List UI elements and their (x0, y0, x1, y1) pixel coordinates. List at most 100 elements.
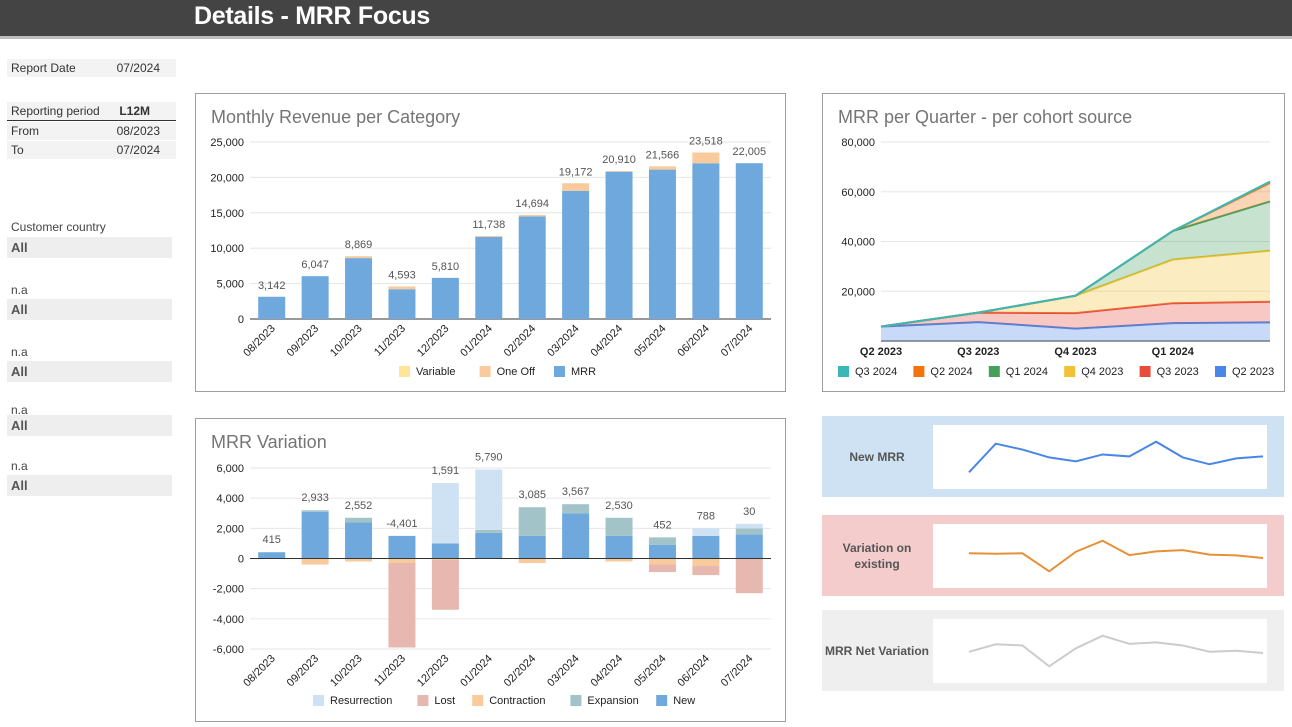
revenue-legend-swatch-variable (399, 366, 410, 377)
cohort-legend-label-q1-2024: Q1 2024 (1006, 366, 1048, 378)
y-tick-label: -4,000 (213, 614, 244, 626)
bar-new (431, 543, 459, 559)
variation-existing-label: Variation on existing (842, 540, 912, 571)
bar-total-label: 21,566 (646, 149, 680, 161)
bar-mrr (692, 163, 720, 319)
variation-legend-swatch-expansion (570, 695, 582, 706)
bar-contraction (605, 558, 633, 562)
bar-mrr (258, 296, 286, 319)
filter-label-1: n.a (11, 283, 28, 297)
bar-net-label: 2,530 (605, 500, 633, 512)
bar-expansion (301, 510, 329, 512)
bar-total-label: 19,172 (559, 166, 593, 178)
x-tick-label: 07/2024 (719, 323, 756, 360)
to-value: 07/2024 (116, 143, 160, 157)
bar-resurrection (692, 528, 720, 536)
bar-lost (692, 566, 720, 576)
bar-resurrection (431, 483, 459, 544)
bar-net-label: -4,401 (386, 518, 417, 530)
y-tick-label: -2,000 (213, 584, 244, 596)
new-mrr-sparkline (968, 440, 1264, 473)
bar-one-off (562, 183, 590, 191)
x-tick-label: 09/2023 (285, 323, 322, 360)
y-tick-label: 25,000 (210, 137, 244, 149)
x-tick-label: 04/2024 (589, 323, 626, 360)
cohort-legend-swatch-q4-2023 (1064, 366, 1076, 377)
filter-select-1[interactable]: All (7, 299, 172, 320)
revenue-legend-swatch-one-off (479, 366, 491, 377)
bar-new (605, 535, 633, 559)
bar-contraction (431, 558, 459, 561)
filter-select-3[interactable]: All (7, 415, 172, 436)
x-tick-label: Q3 2023 (957, 346, 999, 358)
bar-mrr (301, 276, 329, 319)
bar-one-off (475, 235, 503, 237)
reporting-period-filter[interactable]: Reporting period L12M From 08/2023 To 07/20… (7, 102, 176, 159)
country-filter-select[interactable]: All (7, 237, 172, 258)
bar-total-label: 23,518 (689, 135, 723, 147)
x-tick-label: 09/2023 (285, 653, 322, 690)
bar-net-label: 2,552 (345, 500, 373, 512)
bar-mrr (562, 190, 590, 319)
variation-legend-label-resurrection: Resurrection (330, 695, 392, 707)
x-tick-label: 01/2024 (458, 323, 495, 360)
country-filter-label: Customer country (11, 220, 106, 234)
y-tick-label: 60,000 (841, 187, 875, 199)
bar-net-label: 452 (653, 519, 671, 531)
y-tick-label: 20,000 (841, 286, 875, 298)
mrr-per-quarter-panel: MRR per Quarter - per cohort source 20,0… (822, 93, 1285, 392)
monthly-revenue-chart: 0 5,000 10,000 15,000 20,000 25,000 3,142 08/20… (210, 135, 771, 378)
from-label: From (11, 124, 39, 138)
bar-net-label: 30 (743, 506, 755, 518)
x-tick-label: 10/2023 (328, 653, 365, 690)
bar-new (258, 552, 286, 559)
filter-select-4[interactable]: All (7, 475, 172, 496)
cohort-legend-swatch-q2-2023 (1215, 366, 1226, 377)
report-date-filter[interactable]: Report Date 07/2024 (7, 59, 176, 77)
area-q3-2023 (881, 301, 1270, 329)
cohort-legend-label-q4-2023: Q4 2023 (1081, 366, 1123, 378)
page-title: Details - MRR Focus (194, 2, 430, 30)
bar-new (735, 534, 763, 559)
bar-contraction (692, 558, 720, 567)
bar-mrr (735, 163, 763, 319)
x-tick-label: 04/2024 (589, 653, 626, 690)
variation-legend-swatch-contraction (472, 695, 484, 706)
y-tick-label: 40,000 (841, 237, 875, 249)
bar-lost (431, 560, 459, 610)
bar-new (692, 535, 720, 559)
y-tick-label: -6,000 (213, 644, 244, 656)
report-date-label: Report Date (11, 61, 76, 75)
bar-total-label: 5,810 (432, 261, 460, 273)
bar-expansion (648, 537, 676, 545)
bar-one-off (605, 170, 633, 172)
bar-mrr (431, 277, 459, 319)
bar-new (388, 535, 416, 559)
filter-label-2: n.a (11, 345, 28, 359)
net-variation-label: MRR Net Variation (824, 643, 929, 658)
bar-one-off (345, 256, 373, 259)
bar-net-label: 3,567 (562, 486, 590, 498)
bar-resurrection (735, 523, 763, 529)
bar-total-label: 6,047 (301, 259, 329, 271)
bar-contraction (345, 558, 373, 562)
header-bar (0, 0, 1292, 36)
filter-select-2[interactable]: All (7, 361, 172, 382)
bar-contraction (518, 558, 546, 564)
line-q2-2023 (880, 321, 1271, 330)
cohort-legend-label-q3-2024: Q3 2024 (855, 366, 897, 378)
bar-expansion (518, 507, 546, 536)
bar-total-label: 14,694 (515, 198, 549, 210)
bar-contraction (648, 558, 676, 565)
y-tick-label: 5,000 (216, 279, 244, 291)
y-tick-label: 6,000 (216, 463, 244, 475)
x-tick-label: 01/2024 (458, 653, 495, 690)
bar-resurrection (475, 469, 503, 530)
bar-expansion (475, 529, 503, 533)
bar-net-label: 1,591 (432, 465, 460, 477)
area-q4-2023 (881, 250, 1270, 327)
revenue-legend-label-variable: Variable (416, 366, 456, 378)
bar-new (648, 544, 676, 559)
cohort-legend-label-q2-2024: Q2 2024 (930, 366, 972, 378)
cohort-legend-swatch-q1-2024 (988, 366, 1000, 377)
